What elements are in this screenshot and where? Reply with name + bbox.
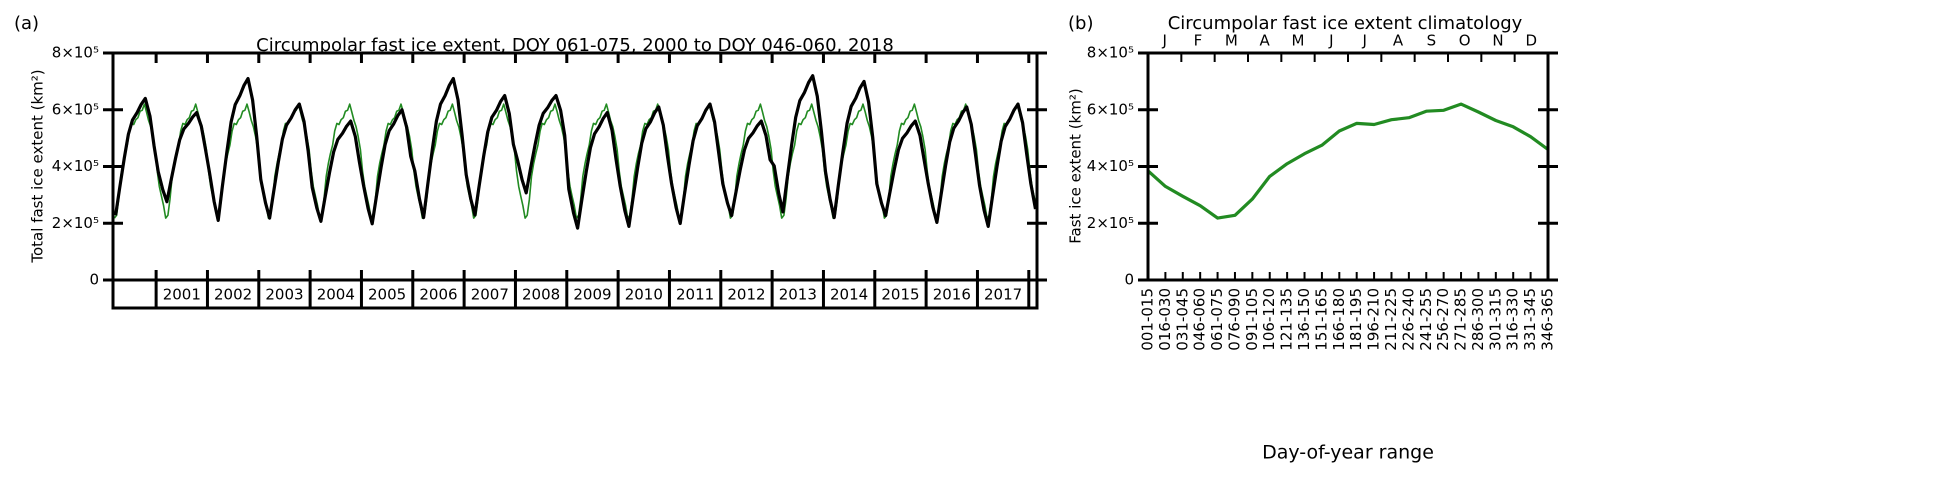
x-tick-label: 181-195: [1347, 288, 1365, 351]
month-label: A: [1260, 32, 1271, 50]
year-label: 2002: [214, 286, 252, 304]
year-label: 2004: [317, 286, 355, 304]
month-label: D: [1526, 32, 1538, 50]
year-label: 2001: [163, 286, 201, 304]
month-label: A: [1393, 32, 1404, 50]
x-tick-label: 301-315: [1486, 288, 1504, 351]
panel-label: (b): [1068, 13, 1093, 34]
x-tick-label: 136-150: [1295, 288, 1313, 351]
month-label: F: [1194, 32, 1203, 50]
month-label: M: [1225, 32, 1238, 50]
x-tick-label: 151-165: [1312, 288, 1330, 351]
y-tick-label: 6×10⁵: [1087, 100, 1134, 118]
plot-frame: [111, 51, 1039, 310]
chart-title: Circumpolar fast ice extent climatology: [1168, 13, 1523, 34]
year-label: 2010: [625, 286, 663, 304]
year-label: 2015: [881, 286, 919, 304]
x-tick-label: 121-135: [1278, 288, 1296, 351]
x-tick-label: 001-015: [1139, 288, 1157, 351]
y-axis-label: Total fast ice extent (km²): [29, 69, 47, 263]
y-tick-label: 2×10⁵: [52, 214, 99, 232]
x-tick-label: 331-345: [1521, 288, 1539, 351]
y-tick-label: 4×10⁵: [1087, 157, 1134, 175]
month-label: S: [1427, 32, 1437, 50]
month-label: M: [1292, 32, 1305, 50]
x-tick-label: 286-300: [1469, 288, 1487, 351]
extent-line: [114, 74, 1038, 230]
x-tick-label: 226-240: [1399, 288, 1417, 351]
plot-frame: [1146, 51, 1550, 282]
year-label: 2009: [573, 286, 611, 304]
year-label: 2006: [419, 286, 457, 304]
year-label: 2007: [471, 286, 509, 304]
year-label: 2003: [265, 286, 303, 304]
year-label: 2014: [830, 286, 868, 304]
x-tick-label: 166-180: [1330, 288, 1348, 351]
month-label: J: [1361, 32, 1366, 50]
x-tick-label: 061-075: [1208, 288, 1226, 351]
year-label: 2013: [779, 286, 817, 304]
x-tick-label: 211-225: [1382, 288, 1400, 351]
x-tick-label: 271-285: [1452, 288, 1470, 351]
x-tick-label: 046-060: [1191, 288, 1209, 351]
month-label: J: [1161, 32, 1166, 50]
y-tick-label: 8×10⁵: [52, 44, 99, 62]
x-tick-label: 031-045: [1173, 288, 1191, 351]
y-tick-label: 2×10⁵: [1087, 214, 1134, 232]
y-tick-label: 4×10⁵: [52, 157, 99, 175]
y-axis-label: Fast ice extent (km²): [1067, 88, 1085, 243]
x-tick-label: 256-270: [1434, 288, 1452, 351]
year-label: 2012: [727, 286, 765, 304]
x-tick-label: 076-090: [1225, 288, 1243, 351]
x-tick-label: 241-255: [1417, 288, 1435, 351]
y-tick-label: 0: [89, 271, 99, 289]
year-label: 2016: [933, 286, 971, 304]
chart-title: Circumpolar fast ice extent, DOY 061-075…: [256, 35, 894, 56]
month-label: O: [1459, 32, 1471, 50]
x-tick-label: 346-365: [1539, 288, 1557, 351]
month-label: J: [1328, 32, 1333, 50]
climatology-line: [1146, 102, 1549, 220]
x-tick-label: 016-030: [1156, 288, 1174, 351]
x-axis-label: Day-of-year range: [1262, 442, 1434, 464]
month-label: N: [1492, 32, 1503, 50]
y-tick-label: 0: [1124, 271, 1134, 289]
year-label: 2017: [984, 286, 1022, 304]
year-label: 2011: [676, 286, 714, 304]
y-tick-label: 8×10⁵: [1087, 44, 1134, 62]
x-tick-label: 196-210: [1365, 288, 1383, 351]
climatology-line: [113, 103, 1038, 219]
y-tick-label: 6×10⁵: [52, 100, 99, 118]
x-tick-label: 091-105: [1243, 288, 1261, 351]
year-label: 2005: [368, 286, 406, 304]
x-tick-label: 316-330: [1504, 288, 1522, 351]
x-tick-label: 106-120: [1260, 288, 1278, 351]
panel-label: (a): [14, 13, 39, 34]
year-label: 2008: [522, 286, 560, 304]
